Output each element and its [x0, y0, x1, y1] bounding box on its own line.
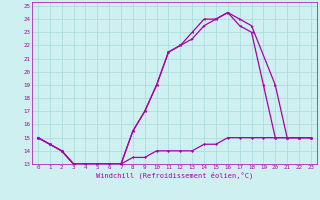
- X-axis label: Windchill (Refroidissement éolien,°C): Windchill (Refroidissement éolien,°C): [96, 172, 253, 179]
